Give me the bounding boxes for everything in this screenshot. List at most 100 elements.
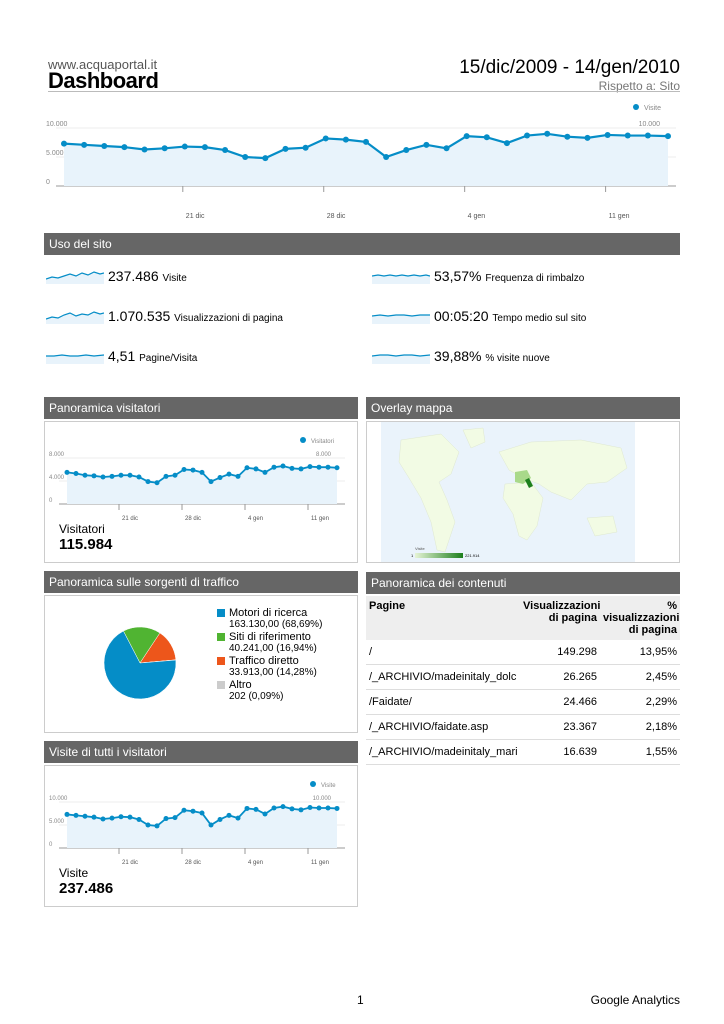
col-pages: Pagine xyxy=(366,596,520,640)
page-cell[interactable]: /_ARCHIVIO/madeinitaly_dolc xyxy=(366,664,520,690)
data-point xyxy=(302,144,309,151)
data-point xyxy=(64,469,70,475)
data-point xyxy=(383,154,390,160)
legend-dot xyxy=(310,781,316,787)
data-point xyxy=(282,145,289,152)
data-point xyxy=(199,469,205,475)
page-cell[interactable]: /Faidate/ xyxy=(366,689,520,715)
all-visits-header[interactable]: Visite di tutti i visitatori xyxy=(44,741,358,763)
usage-metric[interactable]: 237.486 Visite xyxy=(45,268,187,285)
site-usage-panel: 237.486 Visite 53,57% Frequenza di rimbal… xyxy=(44,264,680,374)
y-axis-label-left: 8.000 xyxy=(49,452,65,458)
sparkline xyxy=(371,274,431,285)
table-row[interactable]: /Faidate/24.466 2,29% xyxy=(366,689,680,715)
sparkline-line xyxy=(371,314,430,317)
pie-slice xyxy=(103,630,177,700)
content-overview-title: Panoramica dei contenuti xyxy=(371,576,507,590)
data-point xyxy=(145,479,151,485)
x-axis-label: 21 dic xyxy=(186,213,205,220)
world-map[interactable] xyxy=(381,422,635,562)
data-point xyxy=(226,471,232,477)
data-point xyxy=(190,467,196,473)
data-point xyxy=(81,141,88,148)
table-row[interactable]: /149.298 13,95% xyxy=(366,640,680,665)
date-range[interactable]: 15/dic/2009 - 14/gen/2010 xyxy=(459,57,680,78)
data-point xyxy=(100,474,106,480)
sparkline-area xyxy=(46,312,104,325)
legend-item: Motori di ricerca 163.130,00 (68,69%) xyxy=(217,608,322,630)
italy-visits xyxy=(525,478,533,488)
pct-cell: 13,95% xyxy=(600,640,680,665)
data-point xyxy=(172,472,178,478)
data-point xyxy=(253,806,259,812)
usage-metric[interactable]: 53,57% Frequenza di rimbalzo xyxy=(371,268,585,285)
x-axis-label: 4 gen xyxy=(248,860,263,866)
data-point xyxy=(154,480,160,486)
greenland-landmass xyxy=(462,427,486,449)
table-row[interactable]: /_ARCHIVIO/madeinitaly_dolc 26.265 2,45% xyxy=(366,664,680,690)
footer-brand: Google Analytics xyxy=(590,993,680,1007)
data-point xyxy=(109,473,115,479)
visitors-overview-header[interactable]: Panoramica visitatori xyxy=(44,397,358,419)
page-cell[interactable]: / xyxy=(366,640,520,665)
data-point xyxy=(208,822,214,828)
content-overview-header[interactable]: Panoramica dei contenuti xyxy=(366,572,680,594)
data-point xyxy=(145,822,151,828)
sparkline xyxy=(45,311,105,325)
legend-label: Visite xyxy=(644,105,661,112)
data-point xyxy=(91,473,97,479)
content-overview-panel: Pagine Visualizzazioni di pagina % visua… xyxy=(366,596,680,765)
table-row[interactable]: /_ARCHIVIO/madeinitaly_mari 16.639 1,55% xyxy=(366,739,680,765)
sparkline-area xyxy=(372,275,430,285)
legend-dot xyxy=(633,104,639,110)
data-point xyxy=(136,816,142,822)
usage-metric-value: 4,51 xyxy=(108,348,140,364)
africa-landmass xyxy=(502,481,544,541)
y-axis-label-right: 8.000 xyxy=(316,452,332,458)
series-area xyxy=(67,466,337,504)
data-point xyxy=(73,471,79,477)
legend-item-detail: 33.913,00 (14,28%) xyxy=(229,667,317,678)
data-point xyxy=(298,807,304,813)
series-area xyxy=(64,133,668,186)
map-overlay-title: Overlay mappa xyxy=(371,401,453,415)
page-cell[interactable]: /_ARCHIVIO/faidate.asp xyxy=(366,714,520,740)
all-visits-total-value: 237.486 xyxy=(59,880,114,897)
traffic-sources-header[interactable]: Panoramica sulle sorgenti di traffico xyxy=(44,571,358,593)
legend-item-name: Altro xyxy=(217,680,322,691)
legend-label: Visitatori xyxy=(311,439,334,445)
x-axis-label: 28 dic xyxy=(327,213,346,220)
usage-metric[interactable]: 39,88% % visite nuove xyxy=(371,348,550,365)
page-title: Dashboard xyxy=(48,68,159,93)
usage-metric-label: Frequenza di rimbalzo xyxy=(485,273,585,284)
traffic-sources-pie xyxy=(103,626,177,700)
data-point xyxy=(262,811,268,817)
usage-metric-value: 1.070.535 xyxy=(108,308,175,324)
usage-metric[interactable]: 4,51 Pagine/Visita xyxy=(46,348,197,365)
data-point xyxy=(163,473,169,479)
page-cell[interactable]: /_ARCHIVIO/madeinitaly_mari xyxy=(366,739,520,765)
data-point xyxy=(262,155,269,162)
table-row[interactable]: /_ARCHIVIO/faidate.asp 23.367 2,18% xyxy=(366,714,680,740)
usage-metric-label: % visite nuove xyxy=(485,353,550,364)
data-point xyxy=(443,145,450,152)
usage-metric[interactable]: 00:05:20 Tempo medio sul sito xyxy=(371,308,586,325)
data-point xyxy=(64,811,70,817)
data-point xyxy=(244,805,250,811)
sparkline-area xyxy=(372,315,430,325)
data-point xyxy=(665,133,671,140)
visitors-total-label: Visitatori xyxy=(59,522,105,536)
data-point xyxy=(544,130,551,137)
y-axis-label-left: 10.000 xyxy=(46,121,68,128)
views-cell: 24.466 xyxy=(520,689,600,715)
data-point xyxy=(271,805,277,811)
map-overlay-header[interactable]: Overlay mappa xyxy=(366,397,680,419)
legend-item-name: Siti di riferimento xyxy=(217,632,322,643)
compare-label: Rispetto a: Sito xyxy=(598,79,680,93)
usage-metric[interactable]: 1.070.535 Visualizzazioni di pagina xyxy=(45,308,283,325)
usage-metric-value: 53,57% xyxy=(434,268,486,284)
data-point xyxy=(307,464,313,470)
header-divider xyxy=(48,91,680,92)
x-axis-label: 28 dic xyxy=(185,516,201,522)
